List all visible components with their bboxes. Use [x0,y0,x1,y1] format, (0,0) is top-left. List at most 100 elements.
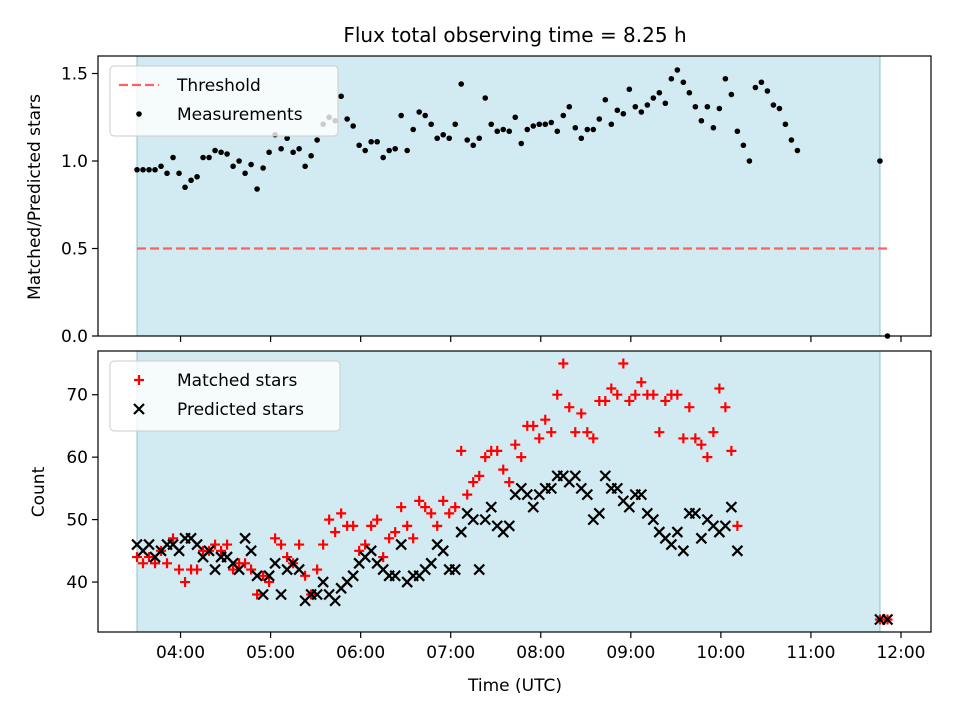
measurements-point [722,75,729,82]
measurements-point [746,158,753,164]
measurements-point [278,145,284,152]
measurements-point [752,84,759,91]
bottom-axes-frame [97,350,932,633]
matched-stars-point [246,564,257,575]
matched-stars-point [348,520,359,531]
measurements-point [560,112,567,119]
predicted-stars-point [599,470,612,482]
matched-stars-point [612,389,623,400]
measurements-point [200,154,206,161]
predicted-stars-point [449,563,461,576]
predicted-stars-point [623,501,636,513]
measurements-point [146,166,152,173]
matched-stars-point [366,520,377,531]
measurements-point [152,166,158,173]
measurements-point [638,109,645,115]
legend-label-predicted-stars: Predicted stars [177,400,304,420]
matched-stars-point [654,427,665,438]
predicted-stars-point [665,538,678,551]
measurements-point [590,126,597,133]
measurements-point [428,121,435,128]
matched-stars-point [432,520,443,531]
matched-stars-point [714,383,725,394]
matched-stars-point [546,427,557,438]
x-tick-label: 12:00 [876,643,925,663]
top-y-tick-label: 0.5 [61,240,88,260]
measurements-point [434,135,441,142]
predicted-stars-point [689,507,702,520]
matched-stars-point [162,558,173,569]
matched-stars-point [438,495,449,506]
matched-stars-point [516,452,527,463]
measurements-point [452,121,459,128]
predicted-stars-point [203,545,215,557]
predicted-stars-point [635,488,648,501]
measurements-point [194,173,200,180]
matched-stars-point [588,433,599,444]
measurements-point [224,151,230,157]
matched-stars-point [426,508,437,519]
matched-stars-point [576,408,587,419]
predicted-stars-point [233,563,245,576]
measurements-point [170,154,176,161]
measurements-point [140,166,146,173]
matched-stars-point [192,564,203,575]
measurements-point [416,109,422,115]
matched-stars-point [540,414,551,425]
legend-label-matched-stars: Matched stars [177,371,297,391]
predicted-stars-point [209,563,221,576]
predicted-stars-point [611,482,624,495]
measurements-point [500,126,507,133]
measurements-point [602,96,609,103]
matched-stars-point [414,495,425,506]
predicted-stars-point [329,595,341,607]
x-tick-label: 04:00 [156,643,205,663]
matched-stars-point [132,552,143,563]
legend-handle-predicted-stars [133,403,145,415]
measurements-point [674,67,681,73]
matched-stars-point [696,439,707,450]
bottom-y-tick-label: 70 [66,386,88,406]
measurements-point [134,166,140,173]
matched-stars-point [258,570,269,581]
matched-stars-point [480,452,491,463]
measurements-point [482,95,489,101]
matched-stars-point [330,527,341,538]
measurements-point [494,128,501,135]
predicted-stars-point [593,507,606,520]
matched-stars-point [636,377,647,388]
measurements-point [698,117,705,124]
matched-stars-point [606,383,617,394]
matched-stars-point [282,552,293,563]
measurements-point [608,121,615,128]
matched-stars-point [240,558,251,569]
x-axis-label: Time (UTC) [467,676,562,696]
measurements-point [404,147,410,154]
matched-stars-point [492,445,503,456]
x-tick-label: 08:00 [516,643,565,663]
predicted-stars-point [257,588,269,601]
measurements-point [386,147,392,154]
measurements-point [476,135,483,142]
measurements-point [596,116,603,122]
top-y-axis-label: Matched/Predicted stars [25,94,45,300]
measurements-point [716,105,723,112]
measurements-point [380,154,386,161]
measurements-point [686,89,693,96]
measurements-point [542,121,549,128]
x-tick-label: 10:00 [696,643,745,663]
measurements-point [446,135,453,142]
x-tick-label: 11:00 [786,643,835,663]
measurements-point [284,135,290,142]
matched-stars-point [270,533,281,544]
measurements-point [176,170,182,177]
matched-stars-point [444,508,455,519]
matched-stars-point [624,395,635,406]
predicted-stars-point [437,545,449,557]
measurements-point [578,135,585,142]
matched-stars-point [276,539,287,550]
legend-handle-measurements [136,111,142,117]
matched-stars-point [222,539,233,550]
x-tick-label: 05:00 [246,643,295,663]
